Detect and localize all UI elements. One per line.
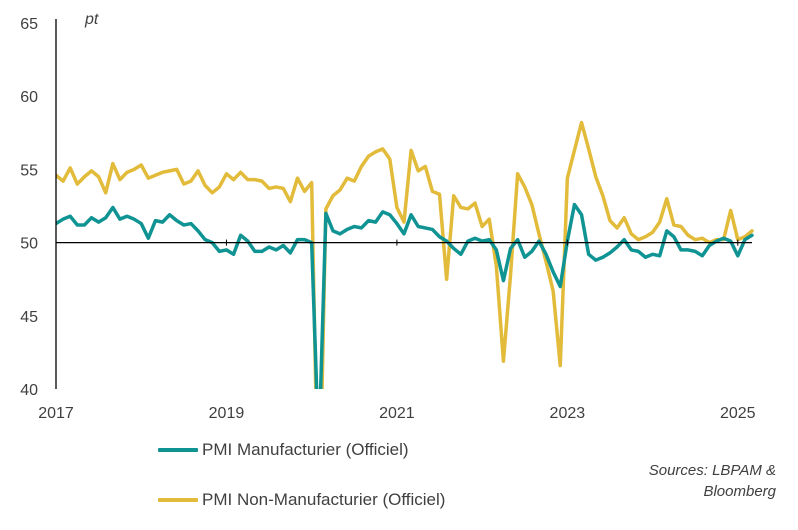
legend-swatch-non-manufacturier	[158, 498, 198, 502]
x-tick-label: 2023	[550, 405, 586, 422]
y-tick-label: 65	[20, 16, 38, 33]
y-tick-label: 40	[20, 382, 38, 399]
series-layer	[56, 120, 754, 389]
y-tick-labels: 65 60 55 50 45 40	[20, 16, 38, 399]
legend-item-manufacturier: PMI Manufacturier (Officiel)	[158, 440, 409, 460]
y-tick-label: 55	[20, 162, 38, 179]
x-tick-label: 2019	[209, 405, 245, 422]
y-tick-label: 45	[20, 309, 38, 326]
series-line-manufacturier	[56, 202, 754, 389]
legend-swatch-manufacturier	[158, 448, 198, 452]
legend-label-non-manufacturier: PMI Non-Manufacturier (Officiel)	[202, 490, 446, 509]
y-tick-label: 50	[20, 236, 38, 253]
x-tick-label: 2017	[38, 405, 74, 422]
y-unit-label: pt	[84, 11, 99, 28]
legend-item-non-manufacturier: PMI Non-Manufacturier (Officiel)	[158, 490, 445, 510]
series-line-non-manufacturier	[56, 120, 754, 389]
x-tick-labels: 2017 2019 2021 2023 2025	[38, 239, 756, 422]
source-note: Sources: LBPAM & Bloomberg	[648, 462, 776, 500]
x-tick-label: 2025	[720, 405, 756, 422]
legend-label-manufacturier: PMI Manufacturier (Officiel)	[202, 440, 409, 459]
y-tick-label: 60	[20, 89, 38, 106]
x-tick-label: 2021	[379, 405, 415, 422]
